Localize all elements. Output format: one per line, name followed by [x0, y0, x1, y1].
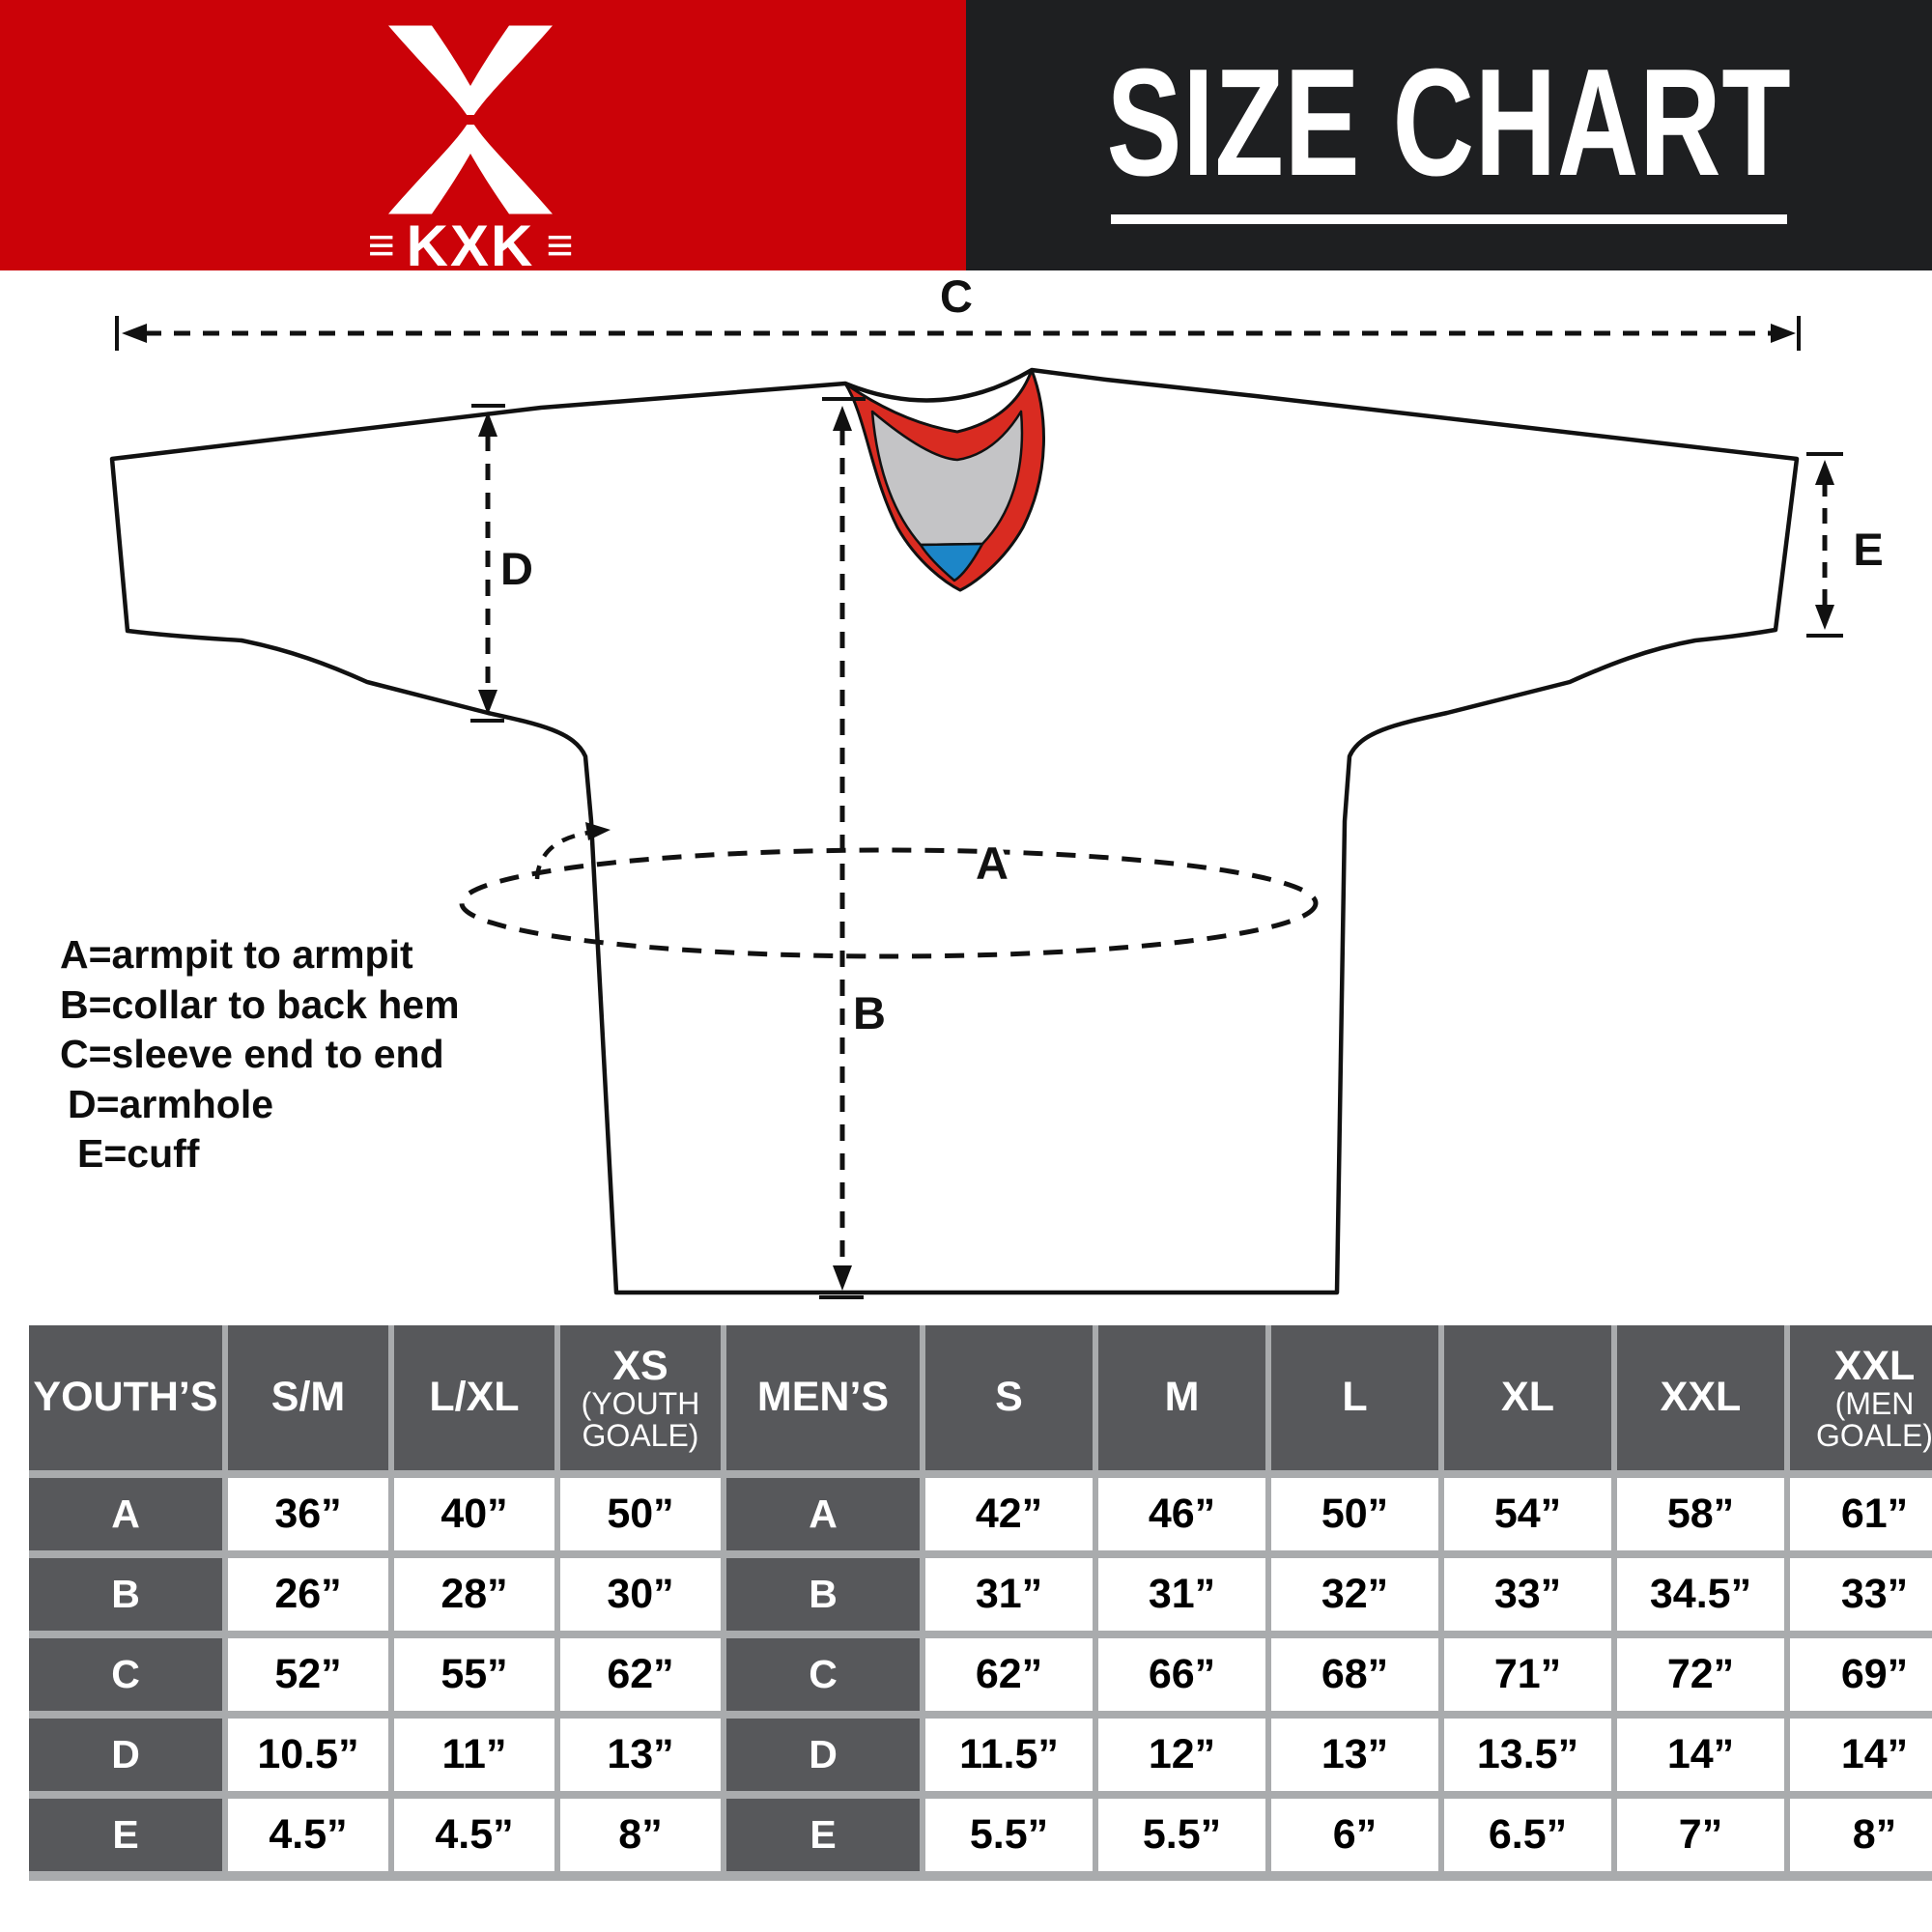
table-header-cell: L/XL [394, 1325, 554, 1470]
size-value-cell: 32” [1271, 1558, 1438, 1631]
size-value-cell: 31” [1098, 1558, 1265, 1631]
size-value-cell: 62” [560, 1638, 721, 1711]
size-value-cell: 36” [228, 1478, 388, 1550]
measurement-legend: A=armpit to armpit B=collar to back hem … [60, 930, 460, 1179]
size-value-cell: 5.5” [925, 1799, 1093, 1871]
row-label-cell: D [29, 1719, 222, 1791]
table-header-cell: L [1271, 1325, 1438, 1470]
table-header-cell: YOUTH’S [29, 1325, 222, 1470]
size-value-cell: 30” [560, 1558, 721, 1631]
row-label-cell: B [29, 1558, 222, 1631]
size-value-cell: 61” [1790, 1478, 1932, 1550]
table-header-cell: S [925, 1325, 1093, 1470]
measure-label-a: A [976, 838, 1009, 889]
table-header-cell: XXL [1617, 1325, 1784, 1470]
logo-bars-left-icon: ≡ [367, 220, 395, 271]
size-value-cell: 58” [1617, 1478, 1784, 1550]
legend-line-a: A=armpit to armpit [60, 932, 413, 977]
jersey-outline [109, 367, 1800, 1295]
size-value-cell: 69” [1790, 1638, 1932, 1711]
size-value-cell: 31” [925, 1558, 1093, 1631]
size-value-cell: 62” [925, 1638, 1093, 1711]
size-value-cell: 26” [228, 1558, 388, 1631]
kxk-logo-wordmark: ≡ KXK ≡ [326, 213, 615, 278]
row-label-cell: A [726, 1478, 920, 1550]
legend-line-d: D=armhole [68, 1081, 274, 1126]
size-value-cell: 52” [228, 1638, 388, 1711]
size-value-cell: 33” [1444, 1558, 1611, 1631]
size-value-cell: 66” [1098, 1638, 1265, 1711]
legend-line-c: C=sleeve end to end [60, 1032, 444, 1076]
title-underline [1111, 214, 1787, 224]
size-value-cell: 14” [1617, 1719, 1784, 1791]
measure-ellipse-a-hook [534, 829, 596, 880]
kxk-logo-icon [388, 25, 553, 214]
size-value-cell: 11” [394, 1719, 554, 1791]
row-label-cell: C [726, 1638, 920, 1711]
measure-arrow-e [1806, 452, 1843, 638]
collar-insert [919, 542, 984, 582]
row-label-cell: B [726, 1558, 920, 1631]
measure-label-e: E [1853, 524, 1883, 575]
row-label-cell: E [726, 1799, 920, 1871]
size-value-cell: 6.5” [1444, 1799, 1611, 1871]
measure-arrow-c [115, 316, 1801, 351]
size-value-cell: 40” [394, 1478, 554, 1550]
table-header-cell: M [1098, 1325, 1265, 1470]
logo-bars-right-icon: ≡ [546, 220, 574, 271]
size-value-cell: 11.5” [925, 1719, 1093, 1791]
table-header-cell: S/M [228, 1325, 388, 1470]
size-value-cell: 8” [1790, 1799, 1932, 1871]
size-value-cell: 13” [560, 1719, 721, 1791]
size-value-cell: 55” [394, 1638, 554, 1711]
size-value-cell: 34.5” [1617, 1558, 1784, 1631]
legend-line-b: B=collar to back hem [60, 981, 460, 1027]
jersey-diagram: C D B A E [0, 270, 1932, 1325]
size-value-cell: 6” [1271, 1799, 1438, 1871]
size-value-cell: 8” [560, 1799, 721, 1871]
size-value-cell: 54” [1444, 1478, 1611, 1550]
table-header-cell: XS (YOUTH GOALE) [560, 1325, 721, 1470]
measure-ellipse-a [459, 847, 1319, 959]
table-header-cell: MEN’S [726, 1325, 920, 1470]
size-value-cell: 50” [560, 1478, 721, 1550]
size-value-cell: 13” [1271, 1719, 1438, 1791]
size-value-cell: 7” [1617, 1799, 1784, 1871]
measure-label-c: C [940, 270, 973, 322]
legend-line-e: E=cuff [77, 1131, 200, 1176]
collar-inner [870, 410, 1024, 547]
table-header-cell: XXL (MEN GOALE) [1790, 1325, 1932, 1470]
size-value-cell: 46” [1098, 1478, 1265, 1550]
measure-ellipse-a-arrowhead [585, 822, 611, 840]
size-value-cell: 4.5” [394, 1799, 554, 1871]
size-value-cell: 42” [925, 1478, 1093, 1550]
size-value-cell: 14” [1790, 1719, 1932, 1791]
brand-name: KXK [406, 213, 535, 278]
size-value-cell: 10.5” [228, 1719, 388, 1791]
row-label-cell: D [726, 1719, 920, 1791]
size-value-cell: 68” [1271, 1638, 1438, 1711]
row-label-cell: C [29, 1638, 222, 1711]
row-label-cell: E [29, 1799, 222, 1871]
row-label-cell: A [29, 1478, 222, 1550]
size-value-cell: 33” [1790, 1558, 1932, 1631]
size-table: YOUTH’S S/M L/XL XS (YOUTH GOALE) MEN’S S M L XL X… [29, 1325, 1932, 1881]
size-value-cell: 50” [1271, 1478, 1438, 1550]
title-banner: SIZE CHART [966, 0, 1932, 270]
table-header-cell: XL [1444, 1325, 1611, 1470]
size-value-cell: 72” [1617, 1638, 1784, 1711]
size-value-cell: 12” [1098, 1719, 1265, 1791]
size-value-cell: 71” [1444, 1638, 1611, 1711]
measure-label-d: D [500, 543, 533, 594]
page-title: SIZE CHART [1106, 38, 1792, 208]
size-value-cell: 4.5” [228, 1799, 388, 1871]
size-value-cell: 13.5” [1444, 1719, 1611, 1791]
brand-banner: ≡ KXK ≡ [0, 0, 966, 275]
size-value-cell: 28” [394, 1558, 554, 1631]
size-value-cell: 5.5” [1098, 1799, 1265, 1871]
measure-label-b: B [853, 987, 886, 1038]
measure-arrow-d [470, 404, 505, 723]
